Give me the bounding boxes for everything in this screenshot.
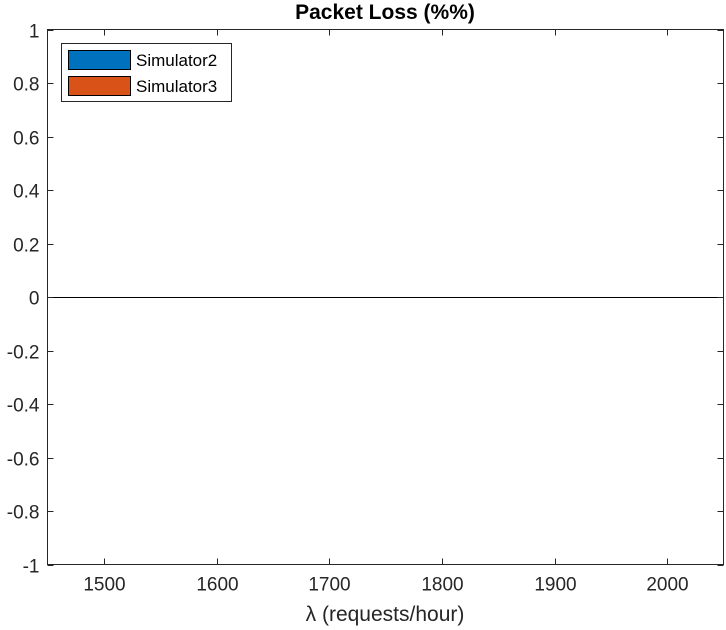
x-tick-label: 2000: [646, 575, 688, 596]
y-tick-label: 1: [29, 22, 40, 43]
y-tick-label: -0.2: [7, 343, 40, 364]
x-tick-label: 1500: [83, 575, 125, 596]
legend-label-simulator3: Simulator3: [136, 77, 217, 96]
y-tick-label: -0.4: [7, 396, 40, 417]
y-tick-label: -0.6: [7, 450, 40, 471]
chart-title: Packet Loss (%%): [295, 1, 475, 24]
x-axis-label: λ (requests/hour): [306, 603, 465, 626]
legend-label-simulator2: Simulator2: [136, 51, 217, 70]
y-tick-label: -0.8: [7, 503, 40, 524]
y-tick-label: 0.8: [13, 75, 39, 96]
y-tick-label: -1: [23, 557, 40, 578]
y-tick-label: 0.2: [13, 236, 39, 257]
y-tick-label: 0.4: [13, 182, 40, 203]
x-tick-label: 1900: [534, 575, 576, 596]
x-tick-label: 1700: [308, 575, 350, 596]
y-axis: -1 -0.8 -0.6 -0.4 -0.2 0 0.2 0.4 0.6 0.8 1: [7, 22, 724, 578]
y-tick-label: 0: [29, 289, 40, 310]
y-tick-label: 0.6: [13, 129, 39, 150]
x-tick-label: 1600: [196, 575, 238, 596]
x-tick-label: 1800: [421, 575, 463, 596]
legend: Simulator2 Simulator3: [61, 43, 232, 102]
x-axis: 1500 1600 1700 1800 1900 2000: [83, 29, 689, 596]
legend-swatch-simulator3: [68, 76, 131, 96]
legend-swatch-simulator2: [68, 50, 131, 70]
